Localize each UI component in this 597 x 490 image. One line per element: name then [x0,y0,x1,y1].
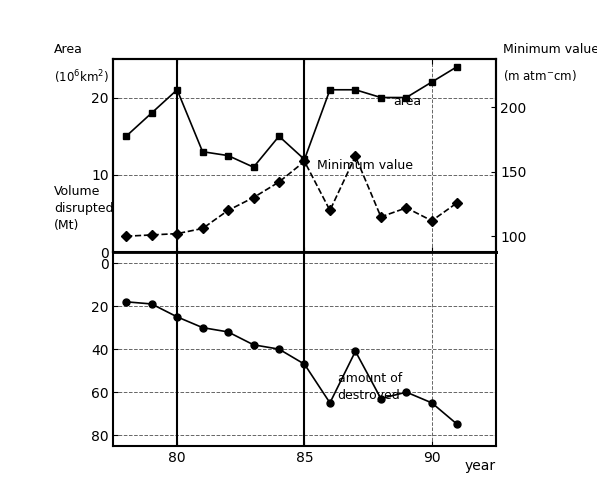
Text: Area: Area [54,43,83,56]
Text: year: year [464,460,496,473]
Text: (10$^6$km$^2$): (10$^6$km$^2$) [54,69,109,86]
Text: Minimum value: Minimum value [317,159,413,172]
Text: Minimum value: Minimum value [503,43,597,56]
Text: amount of
destroyed: amount of destroyed [337,371,402,402]
Text: (m atm$^{-}$cm): (m atm$^{-}$cm) [503,69,577,83]
Text: Volume
disrupted
(Mt): Volume disrupted (Mt) [54,185,113,232]
Text: area: area [393,95,421,108]
